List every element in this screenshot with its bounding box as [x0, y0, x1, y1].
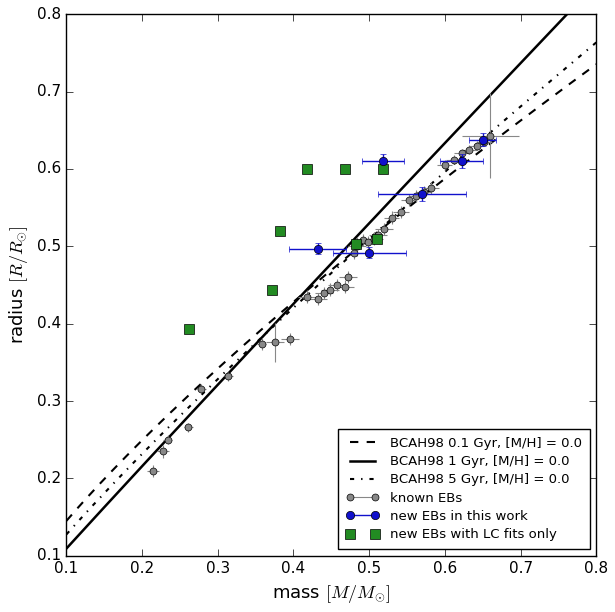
X-axis label: mass $[M/M_{\odot}]$: mass $[M/M_{\odot}]$ — [272, 583, 391, 605]
Y-axis label: radius $[R/R_{\odot}]$: radius $[R/R_{\odot}]$ — [7, 226, 30, 345]
Legend: BCAH98 0.1 Gyr, [M/H] = 0.0, BCAH98 1 Gyr, [M/H] = 0.0, BCAH98 5 Gyr, [M/H] = 0.: BCAH98 0.1 Gyr, [M/H] = 0.0, BCAH98 1 Gy… — [338, 429, 590, 549]
